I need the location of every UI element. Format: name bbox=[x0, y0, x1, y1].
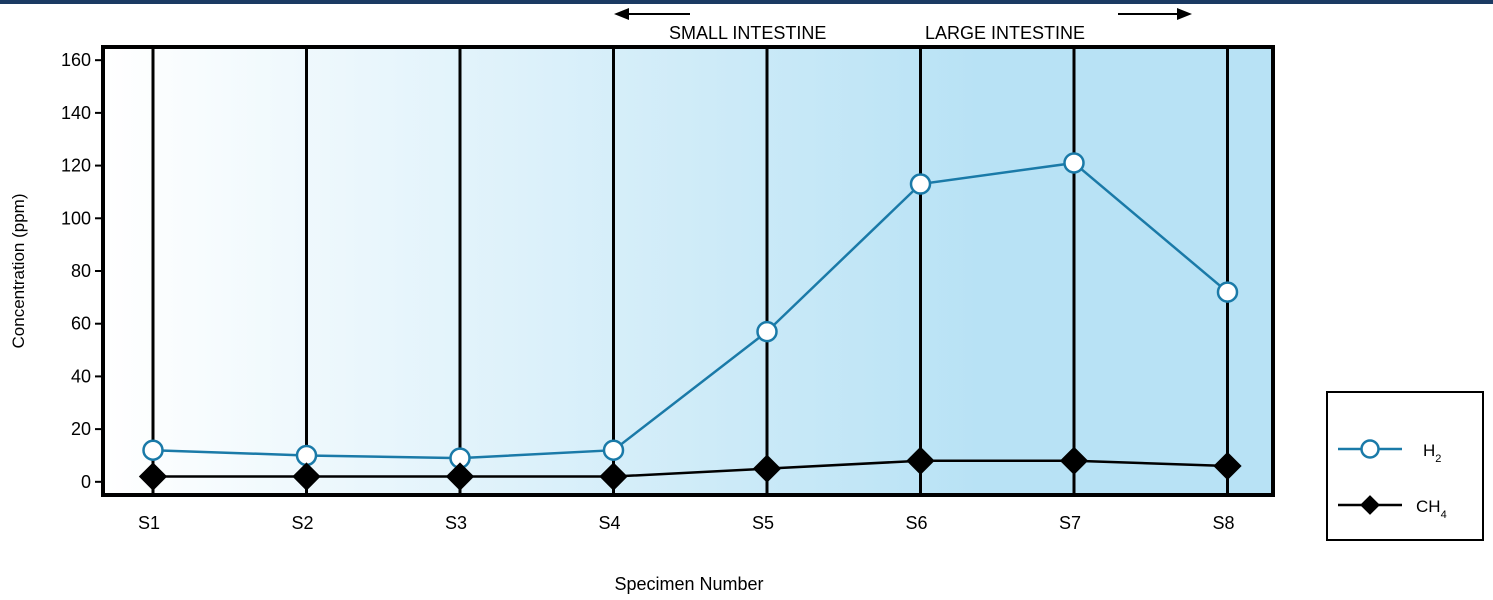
arrow-right-icon bbox=[1118, 8, 1192, 20]
data-point-ch4-s5 bbox=[752, 454, 782, 483]
data-point-ch4-s6 bbox=[906, 446, 935, 475]
annotation-small-intestine: SMALL INTESTINE bbox=[669, 23, 826, 43]
y-tick-label-100: 100 bbox=[61, 208, 91, 228]
data-point-h2-s7 bbox=[1063, 152, 1085, 174]
x-tick-label-s5: S5 bbox=[752, 513, 774, 533]
y-tick-label-60: 60 bbox=[71, 314, 91, 334]
legend-h2-label: H2 bbox=[1423, 441, 1441, 465]
x-axis-label: Specimen Number bbox=[614, 574, 763, 594]
y-tick-label-0: 0 bbox=[81, 472, 91, 492]
data-point-h2-s4 bbox=[602, 439, 625, 461]
y-tick-label-140: 140 bbox=[61, 103, 91, 123]
data-point-ch4-s4 bbox=[599, 462, 628, 491]
annotation-large-intestine: LARGE INTESTINE bbox=[925, 23, 1085, 43]
legend-h2-marker bbox=[1360, 439, 1380, 459]
data-point-ch4-s8 bbox=[1213, 451, 1242, 481]
data-point-ch4-s3 bbox=[445, 462, 475, 491]
legend-ch4-marker bbox=[1360, 495, 1380, 515]
x-tick-label-s1: S1 bbox=[138, 513, 160, 533]
data-point-h2-s8 bbox=[1216, 281, 1239, 303]
x-tick-label-s4: S4 bbox=[598, 513, 620, 533]
y-tick-label-160: 160 bbox=[61, 50, 91, 70]
x-tick-label-s2: S2 bbox=[291, 513, 313, 533]
data-point-h2-s6 bbox=[909, 173, 932, 195]
data-point-ch4-s2 bbox=[292, 462, 321, 491]
arrow-left-icon bbox=[614, 8, 690, 20]
data-point-h2-s5 bbox=[756, 320, 778, 343]
plot-background bbox=[103, 47, 1273, 495]
y-axis-label: Concentration (ppm) bbox=[9, 194, 28, 349]
y-tick-label-120: 120 bbox=[61, 156, 91, 176]
data-point-h2-s1 bbox=[142, 439, 164, 461]
y-tick-label-80: 80 bbox=[71, 261, 91, 281]
top-accent-bar bbox=[0, 0, 1493, 4]
data-point-ch4-s7 bbox=[1059, 446, 1089, 475]
x-tick-label-s6: S6 bbox=[905, 513, 927, 533]
series-line-ch4 bbox=[153, 459, 1228, 478]
x-tick-label-s7: S7 bbox=[1059, 513, 1081, 533]
legend-entry-h2: H2 bbox=[1338, 439, 1441, 465]
legend-ch4-label: CH4 bbox=[1416, 497, 1447, 521]
data-point-h2-s2 bbox=[295, 444, 318, 467]
y-tick-label-40: 40 bbox=[71, 366, 91, 386]
y-tick-label-20: 20 bbox=[71, 419, 91, 439]
x-tick-label-s8: S8 bbox=[1212, 513, 1234, 533]
x-tick-label-s3: S3 bbox=[445, 513, 467, 533]
series-line-h2 bbox=[152, 161, 1229, 460]
legend-entry-ch4: CH4 bbox=[1338, 495, 1447, 521]
legend: H2 CH4 bbox=[1326, 391, 1484, 541]
legend-box bbox=[1326, 391, 1484, 541]
